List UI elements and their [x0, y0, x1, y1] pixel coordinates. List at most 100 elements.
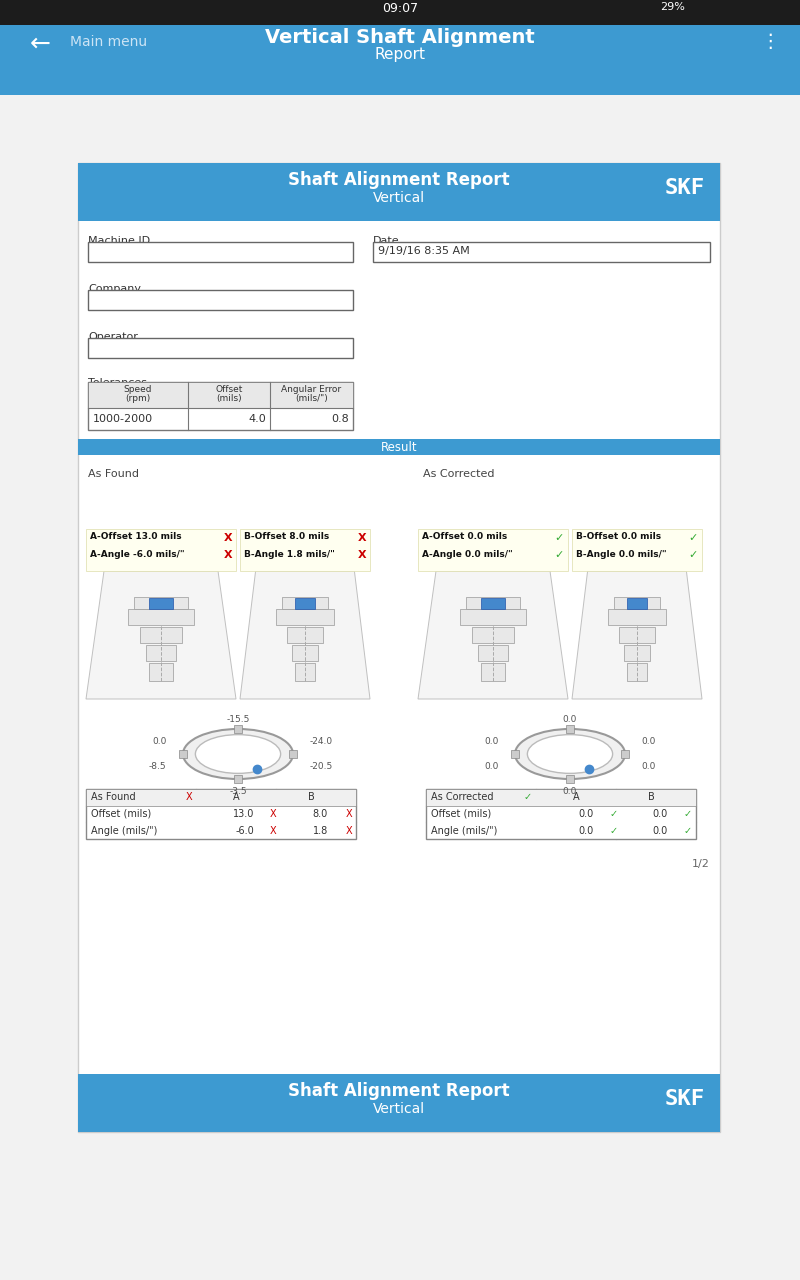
Text: ⋮: ⋮: [760, 32, 780, 51]
Text: 0.0: 0.0: [578, 809, 594, 819]
Text: B: B: [648, 792, 654, 803]
Bar: [188, 408, 353, 430]
Text: X: X: [358, 532, 366, 543]
Bar: [292, 645, 318, 660]
Bar: [426, 788, 696, 838]
Text: Vertical Shaft Alignment: Vertical Shaft Alignment: [265, 28, 535, 47]
Bar: [289, 750, 297, 758]
Text: ✓: ✓: [689, 550, 698, 561]
Bar: [88, 338, 353, 358]
Ellipse shape: [527, 735, 613, 773]
Text: 13.0: 13.0: [233, 809, 254, 819]
Text: Offset (mils): Offset (mils): [431, 809, 491, 819]
Text: 4.0: 4.0: [248, 413, 266, 424]
Text: B-Angle 0.0 mils/": B-Angle 0.0 mils/": [576, 550, 666, 559]
Text: B-Angle 1.8 mils/": B-Angle 1.8 mils/": [244, 550, 335, 559]
Bar: [78, 1074, 720, 1132]
Bar: [140, 627, 182, 643]
Text: Vertical: Vertical: [373, 1102, 425, 1116]
Text: 0.0: 0.0: [578, 826, 594, 836]
Bar: [472, 627, 514, 643]
Text: X: X: [346, 809, 352, 819]
Text: 8.0: 8.0: [313, 809, 328, 819]
Bar: [481, 598, 505, 609]
Bar: [626, 663, 647, 681]
Bar: [88, 291, 353, 310]
Text: Tolerances: Tolerances: [88, 378, 147, 388]
Text: 1000-2000: 1000-2000: [93, 413, 153, 424]
Text: ✓: ✓: [554, 550, 564, 561]
Bar: [234, 724, 242, 733]
Text: Speed: Speed: [124, 385, 152, 394]
Text: Operator: Operator: [88, 332, 138, 342]
Polygon shape: [86, 571, 236, 699]
Text: 09:07: 09:07: [382, 3, 418, 15]
Text: (rpm): (rpm): [126, 394, 150, 403]
Text: Shaft Alignment Report: Shaft Alignment Report: [288, 172, 510, 189]
Text: X: X: [346, 826, 352, 836]
Text: ✓: ✓: [684, 826, 692, 836]
Bar: [626, 598, 647, 609]
Text: X: X: [270, 809, 277, 819]
Bar: [179, 750, 187, 758]
Text: 0.0: 0.0: [563, 786, 577, 795]
Text: X: X: [270, 826, 277, 836]
Bar: [146, 645, 176, 660]
Text: Angle (mils/"): Angle (mils/"): [431, 826, 498, 836]
Bar: [624, 645, 650, 660]
Text: 1.8: 1.8: [313, 826, 328, 836]
Bar: [282, 596, 329, 609]
Bar: [621, 750, 629, 758]
Bar: [478, 645, 508, 660]
Text: -20.5: -20.5: [310, 762, 333, 771]
Bar: [0, 26, 800, 95]
Text: -6.0: -6.0: [235, 826, 254, 836]
Bar: [566, 774, 574, 783]
Bar: [78, 163, 720, 1132]
Text: -8.5: -8.5: [149, 762, 166, 771]
Text: ✓: ✓: [554, 532, 564, 543]
Polygon shape: [240, 571, 370, 699]
Bar: [572, 529, 702, 571]
Text: Angular Error: Angular Error: [282, 385, 342, 394]
Bar: [234, 774, 242, 783]
Text: Angle (mils/"): Angle (mils/"): [91, 826, 158, 836]
Text: B: B: [308, 792, 314, 803]
Bar: [86, 788, 356, 838]
Text: ←: ←: [30, 32, 51, 56]
Text: Report: Report: [374, 47, 426, 61]
Text: B-Offset 0.0 mils: B-Offset 0.0 mils: [576, 532, 661, 541]
Text: 0.0: 0.0: [653, 826, 668, 836]
Text: SKF: SKF: [665, 178, 705, 198]
Text: Company: Company: [88, 284, 141, 294]
Bar: [294, 598, 315, 609]
Ellipse shape: [183, 730, 293, 780]
Bar: [418, 529, 568, 571]
Text: B-Offset 8.0 mils: B-Offset 8.0 mils: [244, 532, 330, 541]
Text: 0.0: 0.0: [642, 762, 656, 771]
Text: ✓: ✓: [689, 532, 698, 543]
Text: 0.0: 0.0: [152, 737, 166, 746]
Text: 0.0: 0.0: [642, 737, 656, 746]
Bar: [134, 596, 188, 609]
Bar: [614, 596, 661, 609]
Bar: [78, 163, 720, 221]
Text: 0.8: 0.8: [331, 413, 349, 424]
Bar: [277, 609, 334, 625]
Bar: [88, 381, 353, 430]
Bar: [287, 627, 323, 643]
Text: As Found: As Found: [88, 468, 139, 479]
Text: A-Angle 0.0 mils/": A-Angle 0.0 mils/": [422, 550, 513, 559]
Polygon shape: [572, 571, 702, 699]
Bar: [78, 439, 720, 454]
Text: Offset: Offset: [215, 385, 242, 394]
Text: 9/19/16 8:35 AM: 9/19/16 8:35 AM: [378, 246, 470, 256]
Bar: [294, 663, 315, 681]
Text: Date: Date: [373, 236, 400, 246]
Text: Main menu: Main menu: [70, 35, 147, 49]
Text: X: X: [186, 792, 192, 803]
Bar: [149, 598, 173, 609]
Text: X: X: [223, 550, 232, 561]
Bar: [619, 627, 655, 643]
Text: Result: Result: [381, 442, 418, 454]
